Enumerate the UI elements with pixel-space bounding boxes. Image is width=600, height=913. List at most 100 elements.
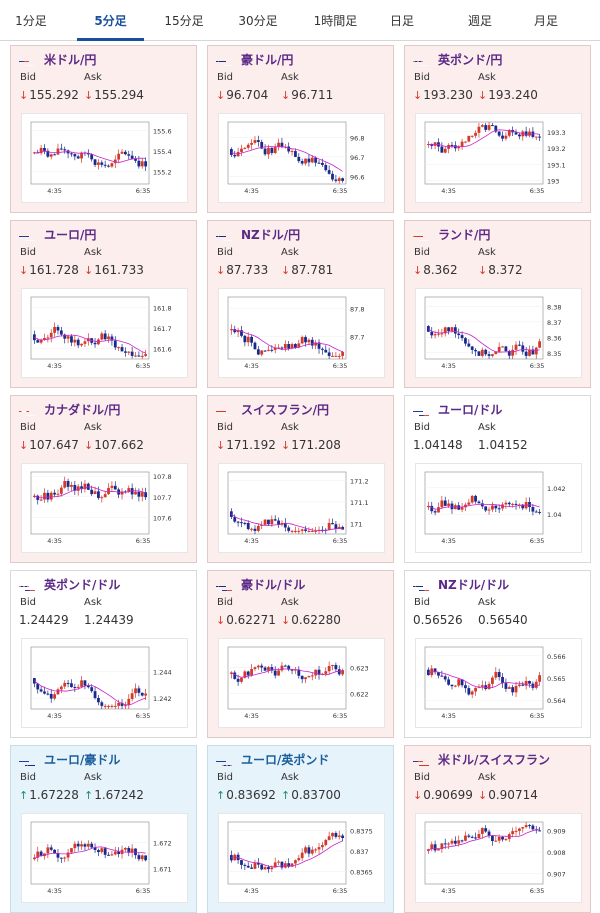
candle-body bbox=[49, 332, 53, 338]
pair-name[interactable]: ユーロ/豪ドル bbox=[44, 753, 121, 767]
candle-body bbox=[324, 349, 328, 353]
candle-body bbox=[528, 349, 531, 356]
pair-name[interactable]: カナダドル/円 bbox=[44, 403, 121, 417]
bid-price: 155.292 bbox=[29, 88, 79, 102]
trend-down-icon: ↓ bbox=[84, 89, 94, 102]
candle-body bbox=[314, 849, 318, 851]
pair-name[interactable]: 豪ドル/円 bbox=[241, 53, 294, 67]
candle-body bbox=[76, 339, 80, 346]
candle-body bbox=[73, 339, 77, 343]
bid-label: Bid bbox=[217, 597, 233, 608]
moving-average-line bbox=[428, 129, 540, 148]
trend-up-icon: ↑ bbox=[84, 789, 94, 802]
candle-body bbox=[56, 493, 60, 495]
flag-icon bbox=[216, 754, 233, 766]
y-tick-label: 0.564 bbox=[547, 697, 566, 705]
rate-card[interactable]: スイスフラン/円 Bid Ask ↓171.192 ↓171.208 171.2 171.1… bbox=[207, 395, 394, 563]
candle-body bbox=[250, 669, 253, 676]
tab-4[interactable]: 30分足 bbox=[238, 14, 278, 28]
rate-card[interactable]: NZドル/円 Bid Ask ↓87.733 ↓87.781 87.8 87.7 4:35 6:… bbox=[207, 220, 394, 388]
rate-card[interactable]: ランド/円 Bid Ask ↓8.362 ↓8.372 8.38 8.37 8.36 8.35 4… bbox=[404, 220, 591, 388]
candle-body bbox=[287, 527, 291, 531]
pair-name[interactable]: 英ポンド/ドル bbox=[44, 578, 121, 592]
pair-name[interactable]: ランド/円 bbox=[438, 228, 491, 242]
candle-body bbox=[334, 664, 338, 670]
ask-label: Ask bbox=[281, 422, 299, 433]
candle-body bbox=[437, 333, 440, 335]
candle-body bbox=[43, 691, 46, 694]
candle-body bbox=[93, 491, 97, 495]
candle-body bbox=[426, 849, 430, 851]
candle-body bbox=[450, 840, 454, 844]
candle-body bbox=[236, 678, 240, 682]
rate-card[interactable]: ユーロ/円 Bid Ask ↓161.728 ↓161.733 161.8 161.7 161… bbox=[10, 220, 197, 388]
trend-down-icon: ↓ bbox=[281, 89, 291, 102]
flag-icon bbox=[413, 579, 430, 591]
pair-name[interactable]: スイスフラン/円 bbox=[241, 403, 330, 417]
pair-name[interactable]: 米ドル/スイスフラン bbox=[438, 753, 551, 767]
tab-7[interactable]: 週足 bbox=[467, 14, 492, 28]
candle-body bbox=[260, 141, 264, 149]
candle-body bbox=[453, 145, 457, 149]
ask-label: Ask bbox=[281, 247, 299, 258]
candle-body bbox=[43, 147, 46, 151]
tab-5[interactable]: 1時間足 bbox=[313, 14, 358, 28]
candle-body bbox=[457, 146, 461, 149]
rate-card[interactable]: 豪ドル/円 Bid Ask ↓96.704 ↓96.711 96.8 96.7 96.6 4:3… bbox=[207, 45, 394, 213]
rate-card[interactable]: ユーロ/ドル Bid Ask 1.04148 1.04152 1.042 1.04 4:35 6… bbox=[404, 395, 591, 563]
y-tick-label: 193 bbox=[547, 178, 559, 186]
candle-body bbox=[317, 669, 321, 675]
flag-icon bbox=[19, 754, 36, 766]
rate-card[interactable]: NZドル/ドル Bid Ask 0.56526 0.56540 0.566 0.565 0.5… bbox=[404, 570, 591, 738]
candle-body bbox=[66, 682, 70, 684]
candle-body bbox=[447, 843, 450, 845]
candle-body bbox=[80, 844, 83, 847]
rate-card[interactable]: 米ドル/円 Bid Ask ↓155.292 ↓155.294 155.6 155.4 155… bbox=[10, 45, 197, 213]
tab-6[interactable]: 日足 bbox=[389, 14, 414, 28]
tab-3[interactable]: 15分足 bbox=[164, 14, 204, 28]
tab-8[interactable]: 月足 bbox=[533, 14, 558, 28]
candle-body bbox=[36, 683, 40, 690]
candle-body bbox=[86, 153, 90, 155]
candle-body bbox=[90, 843, 94, 848]
candle-body bbox=[307, 158, 311, 163]
pair-name[interactable]: ユーロ/ドル bbox=[438, 403, 503, 417]
candle-body bbox=[314, 342, 318, 346]
rate-card[interactable]: ユーロ/英ポンド Bid Ask ↑0.83692 ↑0.83700 0.8375 0.83… bbox=[207, 745, 394, 913]
candle-body bbox=[450, 327, 454, 332]
bid-price: 1.24429 bbox=[19, 613, 69, 627]
candle-body bbox=[534, 136, 538, 138]
candle-body bbox=[341, 351, 345, 356]
rate-card[interactable]: 米ドル/スイスフラン Bid Ask ↓0.90699 ↓0.90714 0.909 0.9… bbox=[404, 745, 591, 913]
moving-average-line bbox=[428, 828, 540, 851]
candle-body bbox=[100, 333, 104, 340]
candle-body bbox=[83, 341, 87, 344]
pair-name[interactable]: 豪ドル/ドル bbox=[241, 578, 306, 592]
rate-card[interactable]: 豪ドル/ドル Bid Ask ↓0.62271 ↓0.62280 0.623 0.622 4:… bbox=[207, 570, 394, 738]
pair-name[interactable]: 米ドル/円 bbox=[44, 53, 97, 67]
pair-name[interactable]: NZドル/ドル bbox=[438, 578, 510, 592]
trend-down-icon: ↓ bbox=[413, 264, 423, 277]
candle-body bbox=[32, 152, 36, 154]
y-tick-label: 0.8375 bbox=[350, 827, 373, 835]
candle-body bbox=[267, 667, 270, 671]
pair-name[interactable]: 英ポンド/円 bbox=[438, 53, 503, 67]
candle-body bbox=[521, 684, 525, 686]
tab-1[interactable]: 1分足 bbox=[15, 14, 47, 28]
rate-card[interactable]: カナダドル/円 Bid Ask ↓107.647 ↓107.662 107.8 107.7 1… bbox=[10, 395, 197, 563]
ask-price: 0.90714 bbox=[488, 788, 538, 802]
candle-body bbox=[447, 679, 450, 685]
price-chart: 8.38 8.37 8.36 8.35 4:35 6:35 bbox=[415, 288, 582, 378]
pair-name[interactable]: ユーロ/円 bbox=[44, 228, 97, 242]
candle-body bbox=[243, 335, 247, 343]
tab-2[interactable]: 5分足 bbox=[77, 0, 144, 41]
candle-body bbox=[457, 505, 461, 510]
candle-body bbox=[56, 689, 60, 695]
rate-card[interactable]: 英ポンド/ドル Bid Ask 1.24429 1.24439 1.244 1.242 4:3… bbox=[10, 570, 197, 738]
rate-card[interactable]: ユーロ/豪ドル Bid Ask ↑1.67228 ↑1.67242 1.672 1.671 4… bbox=[10, 745, 197, 913]
pair-name[interactable]: ユーロ/英ポンド bbox=[241, 753, 330, 767]
candle-body bbox=[538, 511, 542, 513]
pair-name[interactable]: NZドル/円 bbox=[241, 228, 301, 242]
candle-body bbox=[494, 672, 498, 678]
rate-card[interactable]: 英ポンド/円 Bid Ask ↓193.230 ↓193.240 193.3 193.2 19… bbox=[404, 45, 591, 213]
